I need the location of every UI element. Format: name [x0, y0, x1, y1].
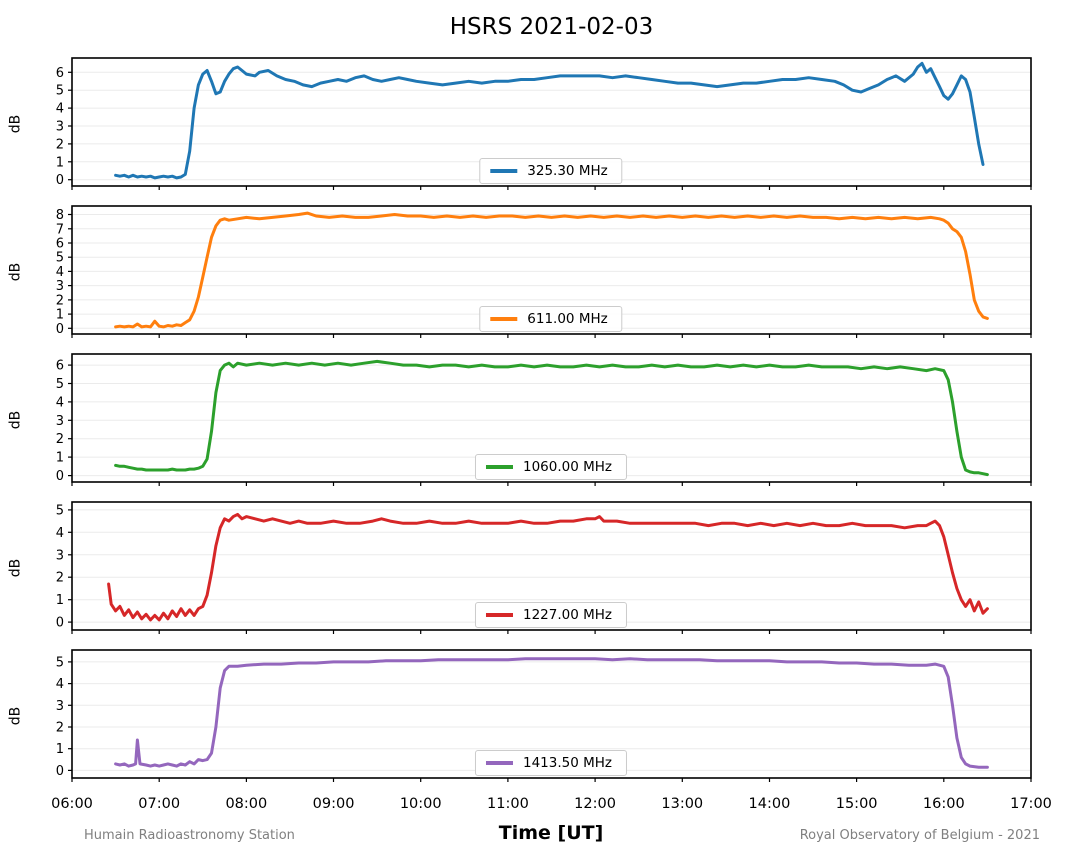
svg-text:3: 3: [56, 414, 64, 429]
svg-text:0: 0: [56, 764, 64, 779]
y-axis-label: dB: [7, 706, 24, 726]
svg-text:6: 6: [56, 359, 64, 374]
x-axis-tick-labels: 06:00 07:00 08:00 09:00 10:00 11:00 12:00 13:00…: [0, 794, 1073, 820]
svg-text:2: 2: [56, 293, 64, 308]
svg-text:4: 4: [56, 102, 64, 117]
legend-label: 1413.50 MHz: [522, 755, 613, 771]
svg-text:5: 5: [56, 377, 64, 392]
svg-text:0: 0: [56, 616, 64, 631]
plot-area-325mhz: 0 1 2 3 4 5 6: [56, 57, 1032, 190]
svg-text:2: 2: [56, 137, 64, 152]
legend-611mhz: 611.00 MHz: [479, 306, 623, 332]
legend-line-swatch: [485, 613, 513, 617]
svg-text:5: 5: [56, 251, 64, 266]
plot-area-1227mhz: 0 1 2 3 4 5: [56, 501, 1032, 634]
legend-line-swatch: [485, 465, 513, 469]
svg-text:1: 1: [56, 155, 64, 170]
legend-1413mhz: 1413.50 MHz: [474, 750, 628, 776]
x-tick-label: 10:00: [399, 796, 442, 812]
footer-station-name: Humain Radioastronomy Station: [84, 828, 295, 843]
x-tick-label: 07:00: [138, 796, 181, 812]
bottom-row: Humain Radioastronomy Station Time [UT] …: [0, 820, 1073, 862]
svg-text:0: 0: [56, 173, 64, 188]
svg-text:4: 4: [56, 265, 64, 280]
svg-text:5: 5: [56, 503, 64, 518]
panel-1060mhz: dB 0 1 2 3 4 5 6 1060.00 MHz: [0, 350, 1073, 490]
legend-label: 1227.00 MHz: [522, 607, 613, 623]
x-tick-label: 17:00: [1010, 796, 1052, 812]
svg-text:1: 1: [56, 742, 64, 757]
svg-text:1: 1: [56, 308, 64, 323]
y-axis-label: dB: [7, 410, 24, 430]
legend-line-swatch: [485, 761, 513, 765]
legend-325mhz: 325.30 MHz: [479, 158, 623, 184]
svg-text:6: 6: [56, 237, 64, 252]
x-tick-label: 16:00: [922, 796, 965, 812]
svg-text:4: 4: [56, 677, 64, 692]
x-tick-label: 15:00: [835, 796, 878, 812]
svg-text:3: 3: [56, 120, 64, 135]
svg-text:3: 3: [56, 279, 64, 294]
panel-1413mhz: dB 0 1 2 3 4 5 1413.50 MHz: [0, 646, 1073, 786]
y-axis-label: dB: [7, 262, 24, 282]
svg-text:6: 6: [56, 66, 64, 81]
legend-label: 325.30 MHz: [527, 163, 608, 179]
legend-label: 611.00 MHz: [527, 311, 608, 327]
svg-text:1: 1: [56, 593, 64, 608]
svg-text:8: 8: [56, 208, 64, 223]
svg-text:2: 2: [56, 721, 64, 736]
svg-text:3: 3: [56, 548, 64, 563]
legend-1227mhz: 1227.00 MHz: [474, 602, 628, 628]
x-tick-label: 12:00: [574, 796, 616, 812]
svg-text:5: 5: [56, 655, 64, 670]
legend-label: 1060.00 MHz: [522, 459, 613, 475]
y-axis-label: dB: [7, 558, 24, 578]
svg-text:0: 0: [56, 322, 64, 337]
svg-text:3: 3: [56, 699, 64, 714]
legend-line-swatch: [490, 169, 518, 173]
plot-area-1413mhz: 0 1 2 3 4 5: [56, 649, 1032, 782]
legend-line-swatch: [490, 317, 518, 321]
x-tick-label: 14:00: [748, 796, 791, 812]
svg-text:5: 5: [56, 84, 64, 99]
svg-text:0: 0: [56, 469, 64, 484]
x-tick-label: 13:00: [661, 796, 704, 812]
y-axis-label: dB: [7, 114, 24, 134]
panel-325mhz: dB 0 1 2 3 4 5 6 325.30 MHz: [0, 54, 1073, 194]
svg-text:4: 4: [56, 395, 64, 410]
svg-text:2: 2: [56, 571, 64, 586]
plot-area-1060mhz: 0 1 2 3 4 5 6: [56, 353, 1032, 486]
x-axis-label: Time [UT]: [498, 822, 604, 844]
chart-title: HSRS 2021-02-03: [449, 14, 654, 40]
x-tick-label: 11:00: [487, 796, 529, 812]
legend-1060mhz: 1060.00 MHz: [474, 454, 628, 480]
x-tick-label: 06:00: [51, 796, 93, 812]
svg-text:4: 4: [56, 526, 64, 541]
svg-text:2: 2: [56, 432, 64, 447]
panel-1227mhz: dB 0 1 2 3 4 5 1227.00 MHz: [0, 498, 1073, 638]
svg-text:1: 1: [56, 451, 64, 466]
svg-text:7: 7: [56, 222, 64, 237]
x-tick-label: 09:00: [312, 796, 355, 812]
footer-observatory-credit: Royal Observatory of Belgium - 2021: [799, 828, 1040, 843]
x-tick-label: 08:00: [225, 796, 268, 812]
